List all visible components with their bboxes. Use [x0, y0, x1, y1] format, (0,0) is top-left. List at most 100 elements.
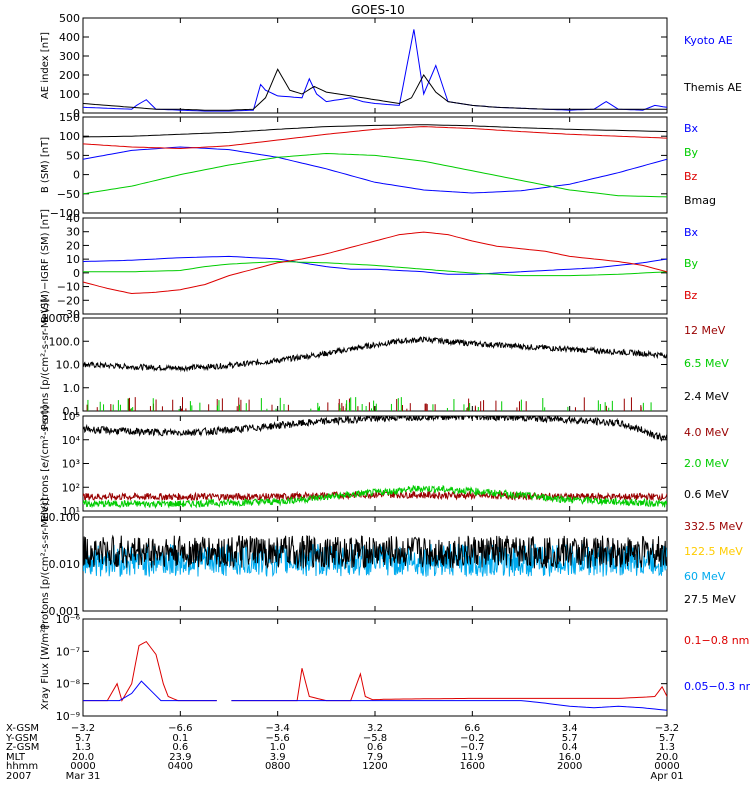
series-line-by	[83, 260, 667, 277]
legend-label: 2.0 MeV	[684, 457, 729, 470]
y-tick-label: 0	[73, 169, 80, 182]
y-tick-label: 100	[59, 130, 80, 143]
legend-label: By	[684, 146, 699, 159]
y-tick-label: 500	[59, 12, 80, 25]
ephemeris-value: 1.0	[270, 742, 286, 753]
y-tick-label: 30	[66, 226, 80, 239]
y-axis-label: B (SM)−IGRF (SM) [nT]	[40, 209, 51, 323]
legend-label: 4.0 MeV	[684, 426, 729, 439]
panel-1: 0 100 200 300 400 500 AE index [nT] Kyoto AE The…	[40, 12, 742, 120]
ephemeris-value: 0.6	[367, 742, 383, 753]
ephemeris-value: −0.2	[460, 733, 484, 744]
y-tick-label: 10.0	[56, 359, 81, 372]
ephemeris-value: 11.9	[461, 752, 483, 763]
panel-frame	[82, 317, 668, 412]
series-line-2-0-mev	[83, 484, 667, 510]
y-tick-label: 20	[66, 239, 80, 252]
series-line-0-6-mev	[83, 416, 667, 442]
legend-label: 6.5 MeV	[684, 357, 729, 370]
panel-frame	[82, 116, 668, 214]
y-tick-label: 10³	[62, 458, 80, 471]
ephemeris-value: 5.7	[659, 733, 675, 744]
panel-frame	[82, 618, 668, 717]
legend-label: Bx	[684, 122, 699, 135]
panel-frame	[82, 17, 668, 114]
panel-data	[83, 534, 667, 577]
y-tick-label: 0.100	[49, 511, 81, 524]
panel-data	[83, 231, 667, 295]
legend-label: 122.5 MeV	[684, 545, 743, 558]
ephemeris-row-label: 2007	[6, 771, 31, 782]
ephemeris-value: 5.7	[562, 733, 578, 744]
ephemeris-value: 1600	[460, 761, 485, 772]
y-axis-label: AE index [nT]	[40, 32, 51, 99]
legend-label: By	[684, 257, 699, 270]
y-axis-label: Protons [p/(cm²-s-sr-MeV)]	[40, 498, 51, 630]
ephemeris-value: Apr 01	[650, 771, 683, 782]
y-tick-label: −20	[57, 294, 80, 307]
ephemeris-value: 0000	[654, 761, 679, 772]
y-tick-label: 40	[66, 212, 80, 225]
ephemeris-value: 0.4	[562, 742, 578, 753]
series-line-bx	[83, 255, 667, 275]
panel-7: 10⁻⁹ 10⁻⁸ 10⁻⁷ 10⁻⁶ Xray Flux [W/m²] 0.1−0.8 …	[40, 613, 750, 723]
y-tick-label: 10	[66, 253, 80, 266]
ephemeris-value: 3.2	[367, 723, 383, 734]
plot-title: GOES-10	[351, 3, 405, 17]
y-axis-label: B (SM) [nT]	[40, 137, 51, 193]
legend-label: Bz	[684, 170, 698, 183]
y-tick-label: 100.0	[49, 335, 81, 348]
series-line-bz	[83, 126, 667, 150]
y-tick-label: 10²	[62, 481, 80, 494]
ephemeris-value: −3.2	[71, 723, 95, 734]
y-axis-label: Xray Flux [W/m²]	[40, 625, 51, 710]
ephemeris-value: 23.9	[169, 752, 191, 763]
legend-label: 0.6 MeV	[684, 488, 729, 501]
y-tick-label: 10⁻⁷	[56, 645, 80, 658]
y-tick-label: 10⁴	[62, 434, 81, 447]
ephemeris-value: −6.6	[168, 723, 192, 734]
panel-data	[83, 416, 667, 510]
ephemeris-value: 2000	[557, 761, 582, 772]
ephemeris-value: −5.6	[266, 733, 290, 744]
ephemeris-value: 0.6	[172, 742, 188, 753]
ephemeris-value: 1200	[362, 761, 387, 772]
legend-label: 0.1−0.8 nm	[684, 634, 749, 647]
series-line-themis-ae	[83, 68, 667, 111]
legend-label: 60 MeV	[684, 570, 726, 583]
y-tick-label: 400	[59, 31, 80, 44]
y-tick-label: 100	[59, 88, 80, 101]
y-tick-label: 10¹	[62, 505, 80, 518]
ephemeris-value: 20.0	[72, 752, 94, 763]
series-line-0-1-0-8-nm	[231, 668, 667, 702]
ephemeris-value: 16.0	[559, 752, 581, 763]
y-tick-label: −10	[57, 281, 80, 294]
y-tick-label: 10⁻⁹	[56, 710, 80, 723]
ephemeris-value: −0.7	[460, 742, 484, 753]
ephemeris-value: 1.3	[75, 742, 91, 753]
ephemeris-row-label: hhmm	[6, 761, 38, 772]
ephemeris-value: 6.6	[464, 723, 480, 734]
legend-label: Bx	[684, 226, 699, 239]
legend-label: 12 MeV	[684, 324, 726, 337]
y-tick-label: 0.1	[63, 405, 81, 418]
panel-frame	[82, 217, 668, 315]
ephemeris-value: 1.3	[659, 742, 675, 753]
panel-data	[83, 124, 667, 198]
series-line-by	[83, 152, 667, 198]
ephemeris-value: 3.4	[562, 723, 578, 734]
ephemeris-value: 7.9	[367, 752, 383, 763]
series-line-0-05-0-3-nm	[83, 680, 217, 702]
series-line-0-1-0-8-nm	[83, 640, 217, 702]
legend-label: Themis AE	[683, 81, 742, 94]
ephemeris-row-label: Y-GSM	[5, 733, 38, 744]
y-tick-label: −30	[57, 308, 80, 321]
legend-label: 2.4 MeV	[684, 390, 729, 403]
y-tick-label: 50	[66, 149, 80, 162]
series-line-bz	[83, 231, 667, 295]
